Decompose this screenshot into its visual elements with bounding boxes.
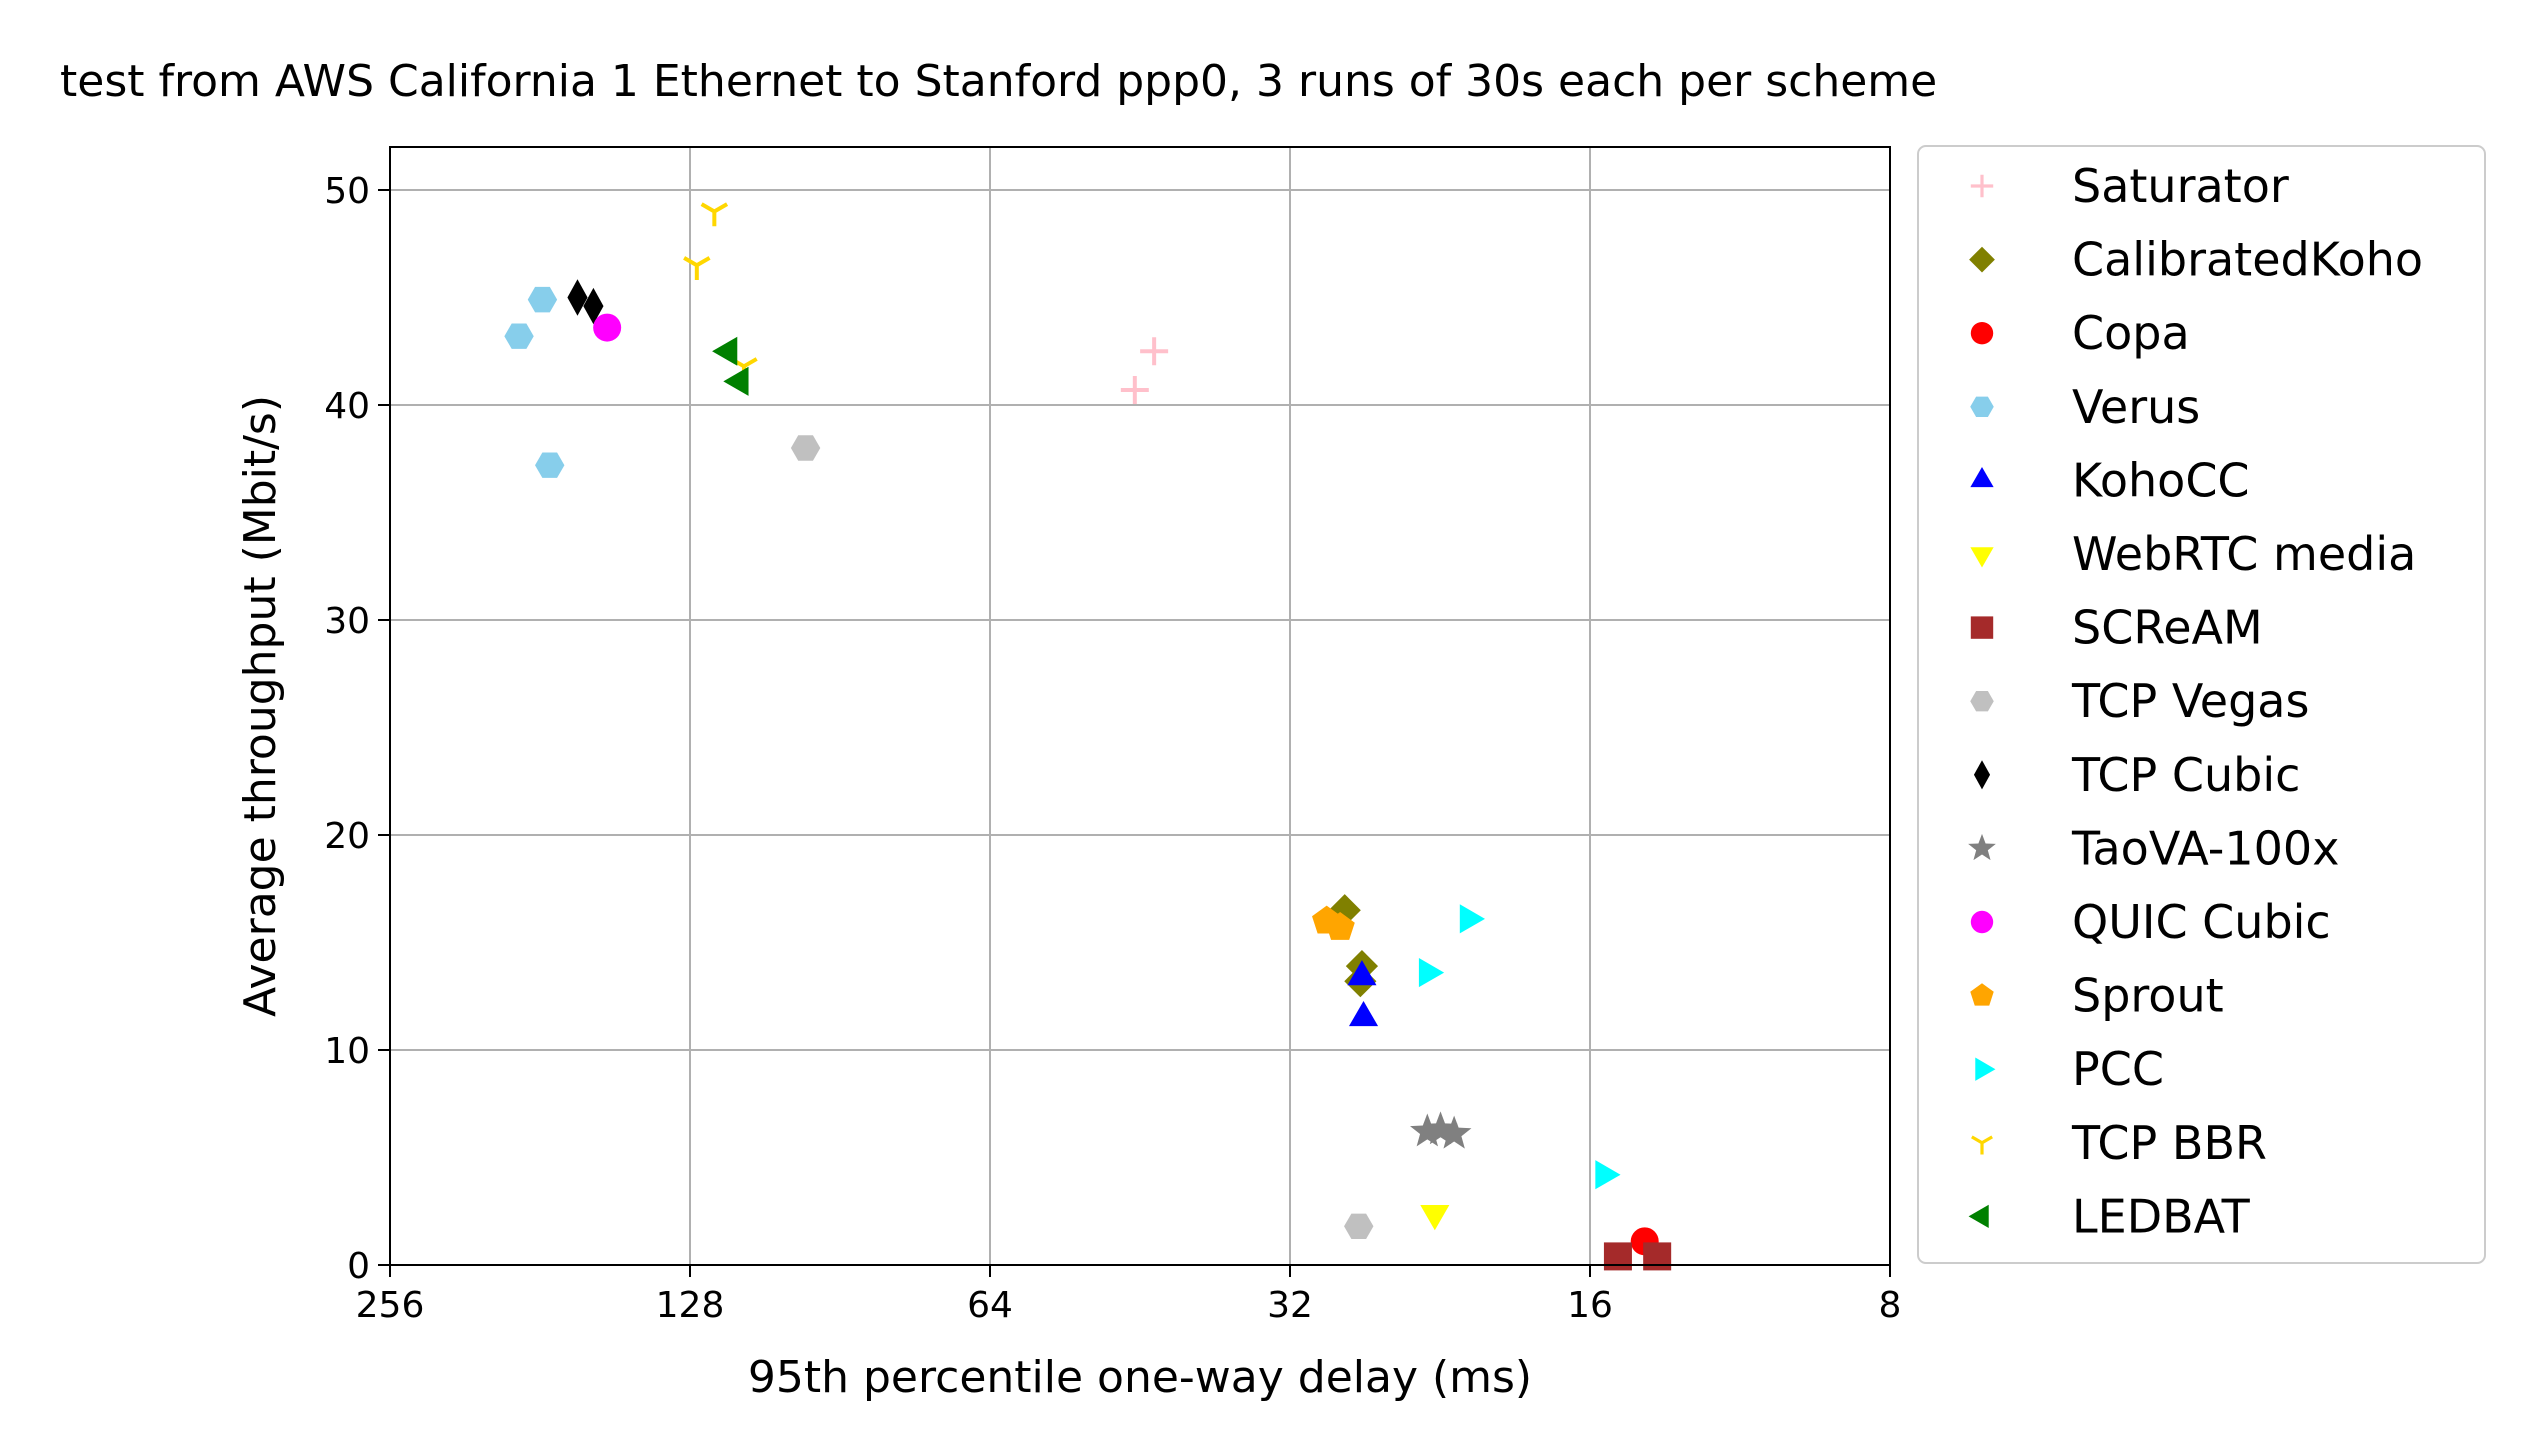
x-tick-label: 16	[1567, 1285, 1613, 1326]
legend-marker-tcp-vegas	[1970, 691, 1994, 712]
legend-marker-verus	[1970, 396, 1994, 417]
point-pcc	[1418, 958, 1445, 988]
y-tick-label: 50	[324, 171, 370, 212]
point-pcc	[1459, 904, 1485, 934]
legend-marker-tcp-cubic	[1973, 760, 1991, 790]
point-tcp-vegas	[1344, 1213, 1374, 1240]
point-verus	[535, 452, 565, 478]
point-tcp-cubic	[567, 279, 588, 316]
y-tick-label: 10	[324, 1031, 370, 1072]
legend-marker-ledbat	[1968, 1204, 1989, 1229]
legend-label-taova-100x: TaoVA-100x	[2071, 821, 2339, 875]
point-ledbat	[723, 366, 749, 396]
legend-marker-sprout	[1970, 983, 1994, 1006]
point-scream	[1643, 1242, 1672, 1271]
y-tick-label: 30	[324, 601, 370, 642]
point-pcc	[1595, 1160, 1621, 1190]
legend-marker-pcc	[1975, 1057, 1996, 1081]
x-tick-label: 64	[967, 1285, 1013, 1326]
point-taova-100x	[1423, 1111, 1458, 1145]
point-verus	[527, 286, 558, 313]
point-tcp-bbr	[683, 256, 711, 280]
point-webrtc-media	[1420, 1205, 1450, 1231]
data-points	[504, 202, 1672, 1271]
legend-label-ledbat: LEDBAT	[2072, 1189, 2251, 1243]
legend-label-tcp-bbr: TCP BBR	[2071, 1116, 2267, 1170]
point-taova-100x	[1410, 1113, 1445, 1147]
legend-label-pcc: PCC	[2072, 1042, 2164, 1096]
legend-label-tcp-cubic: TCP Cubic	[2071, 748, 2300, 802]
x-axis-label: 95th percentile one-way delay (ms)	[748, 1352, 1532, 1403]
legend-label-kohocc: KohoCC	[2072, 453, 2250, 507]
legend-marker-calibratedkoho	[1969, 246, 1995, 273]
legend-marker-taova-100x	[1968, 833, 1996, 861]
legend-label-verus: Verus	[2072, 380, 2200, 434]
point-quic-cubic	[593, 313, 622, 342]
point-tcp-bbr	[700, 202, 729, 227]
point-kohocc	[1347, 960, 1377, 986]
legend-label-scream: SCReAM	[2072, 601, 2263, 655]
x-tick-label: 128	[656, 1285, 725, 1326]
point-saturator	[1120, 375, 1149, 404]
legend-marker-webrtc-media	[1970, 547, 1994, 568]
point-ledbat	[712, 336, 738, 366]
legend-label-quic-cubic: QUIC Cubic	[2072, 895, 2331, 949]
plot-frame	[389, 146, 1891, 1266]
legend-label-calibratedkoho: CalibratedKoho	[2072, 233, 2423, 287]
y-tick-label: 0	[347, 1246, 370, 1287]
legend-marker-saturator	[1970, 174, 1994, 198]
point-tcp-cubic	[583, 287, 604, 325]
x-tick-label: 8	[1879, 1285, 1902, 1326]
y-tick-label: 40	[324, 386, 370, 427]
y-tick-label: 20	[324, 816, 370, 857]
point-scream	[1603, 1242, 1632, 1271]
chart-title: test from AWS California 1 Ethernet to S…	[60, 56, 1937, 107]
point-tcp-vegas	[790, 435, 821, 461]
x-tick-label: 256	[356, 1285, 425, 1326]
point-taova-100x	[1436, 1115, 1472, 1149]
legend: Saturator CalibratedKoho Copa Verus KohoCC We…	[1917, 145, 2486, 1264]
legend-marker-scream	[1970, 616, 1994, 639]
plot-background	[390, 147, 1890, 1265]
legend-frame	[1917, 145, 2486, 1264]
legend-label-sprout: Sprout	[2072, 969, 2224, 1023]
legend-marker-copa	[1970, 322, 1994, 345]
legend-marker-quic-cubic	[1970, 910, 1994, 934]
legend-marker-tcp-bbr	[1971, 1135, 1993, 1155]
legend-label-saturator: Saturator	[2072, 159, 2289, 213]
x-tick-label: 32	[1267, 1285, 1313, 1326]
legend-label-webrtc-media: WebRTC media	[2072, 527, 2416, 581]
y-axis-label: Average throughput (Mbit/s)	[235, 395, 286, 1017]
point-sprout	[1325, 912, 1355, 940]
legend-marker-kohocc	[1970, 466, 1994, 488]
axes: 256 128 64 32 16 8 0 10 20 30 40 50	[324, 171, 1901, 1326]
point-kohocc	[1348, 1000, 1379, 1027]
legend-label-copa: Copa	[2072, 306, 2190, 360]
point-verus	[504, 323, 534, 349]
point-saturator	[1140, 337, 1169, 366]
legend-label-tcp-vegas: TCP Vegas	[2071, 674, 2309, 728]
